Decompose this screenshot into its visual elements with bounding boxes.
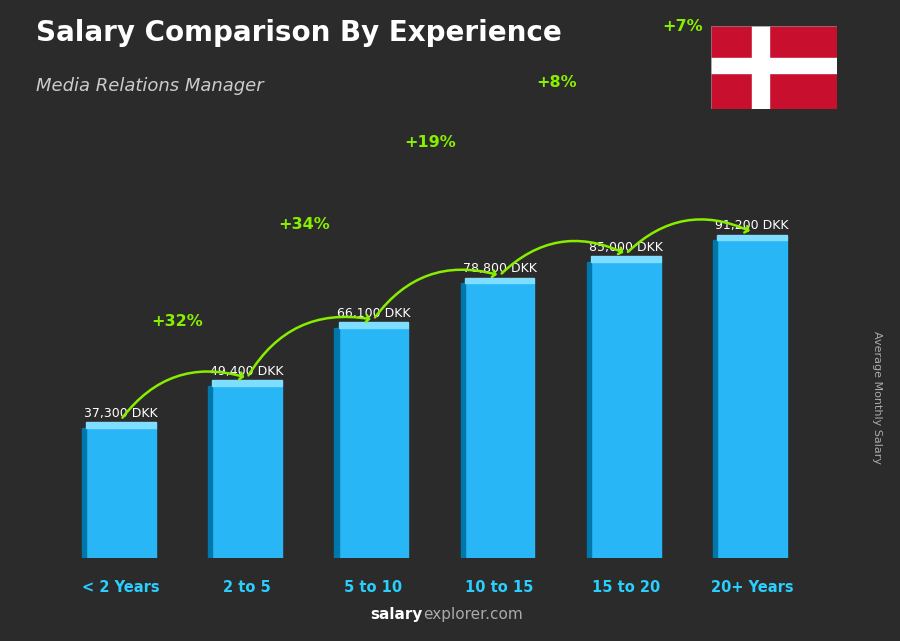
Bar [711, 58, 837, 73]
Polygon shape [465, 278, 535, 283]
Text: 15 to 20: 15 to 20 [592, 580, 660, 595]
Text: 91,200 DKK: 91,200 DKK [716, 219, 789, 232]
Polygon shape [82, 428, 86, 558]
Text: 66,100 DKK: 66,100 DKK [337, 306, 410, 320]
Text: Average Monthly Salary: Average Monthly Salary [872, 331, 883, 464]
Polygon shape [212, 380, 282, 386]
Bar [465, 283, 535, 558]
Polygon shape [461, 283, 465, 558]
Polygon shape [208, 386, 212, 558]
Polygon shape [335, 328, 338, 558]
Text: +7%: +7% [662, 19, 703, 34]
Text: 20+ Years: 20+ Years [711, 580, 794, 595]
Text: 5 to 10: 5 to 10 [345, 580, 402, 595]
Polygon shape [717, 235, 787, 240]
Bar [86, 428, 156, 558]
Polygon shape [591, 256, 661, 262]
Text: Media Relations Manager: Media Relations Manager [36, 77, 264, 95]
Text: < 2 Years: < 2 Years [82, 580, 159, 595]
Text: +19%: +19% [404, 135, 456, 150]
Text: 37,300 DKK: 37,300 DKK [84, 407, 158, 420]
Text: 78,800 DKK: 78,800 DKK [463, 262, 536, 276]
Text: 85,000 DKK: 85,000 DKK [589, 241, 663, 254]
Bar [752, 26, 769, 109]
Polygon shape [86, 422, 156, 428]
Bar [212, 386, 282, 558]
Bar [591, 262, 661, 558]
Polygon shape [714, 240, 717, 558]
Text: +8%: +8% [536, 76, 577, 90]
Text: +34%: +34% [278, 217, 329, 232]
Text: 49,400 DKK: 49,400 DKK [211, 365, 284, 378]
Text: Salary Comparison By Experience: Salary Comparison By Experience [36, 19, 562, 47]
Text: 10 to 15: 10 to 15 [465, 580, 534, 595]
Polygon shape [338, 322, 408, 328]
Bar [338, 328, 408, 558]
Bar [717, 240, 787, 558]
Text: 2 to 5: 2 to 5 [223, 580, 271, 595]
Text: explorer.com: explorer.com [423, 607, 523, 622]
Text: +32%: +32% [152, 313, 203, 329]
Polygon shape [587, 262, 591, 558]
Text: salary: salary [371, 607, 423, 622]
